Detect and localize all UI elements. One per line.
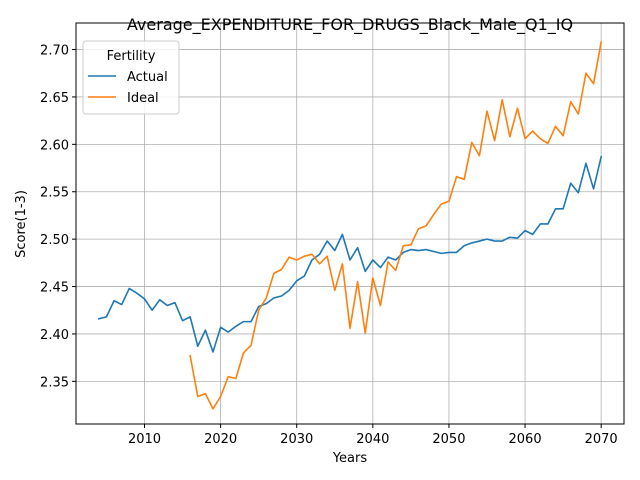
y-axis-ticks: 2.35 2.40 2.45 2.50 2.55 2.60 2.65 2.70	[40, 44, 76, 390]
x-tick-label: 2060	[509, 432, 542, 447]
x-tick-label: 2040	[356, 432, 389, 447]
legend: Fertility Actual Ideal	[82, 40, 180, 115]
y-tick-label: 2.40	[40, 328, 69, 343]
x-tick-label: 2020	[204, 432, 237, 447]
x-axis-label: Years	[332, 451, 368, 466]
y-tick-label: 2.60	[40, 138, 69, 153]
series-line-ideal	[189, 41, 603, 410]
grid-lines	[76, 23, 624, 424]
plot-frame	[75, 22, 625, 425]
legend-label-ideal: Ideal	[127, 91, 159, 106]
y-tick-label: 2.55	[40, 186, 69, 201]
legend-box	[82, 40, 180, 115]
x-tick-label: 2050	[432, 432, 465, 447]
x-tick-label: 2030	[280, 432, 313, 447]
y-tick-label: 2.70	[40, 44, 69, 59]
y-tick-label: 2.35	[40, 375, 69, 390]
legend-label-actual: Actual	[127, 70, 168, 85]
series-lines	[97, 41, 603, 410]
series-line-actual	[97, 155, 603, 353]
x-axis-ticks: 2010 2020 2030 2040 2050 2060 2070	[128, 424, 618, 447]
y-tick-label: 2.45	[40, 281, 69, 296]
x-tick-label: 2070	[585, 432, 618, 447]
y-tick-label: 2.65	[40, 91, 69, 106]
y-tick-label: 2.50	[40, 233, 69, 248]
legend-title: Fertility	[107, 49, 156, 64]
x-tick-label: 2010	[128, 432, 161, 447]
y-axis-label: Score(1-3)	[14, 190, 29, 258]
chart-title: Average_EXPENDITURE_FOR_DRUGS_Black_Male…	[127, 15, 573, 35]
